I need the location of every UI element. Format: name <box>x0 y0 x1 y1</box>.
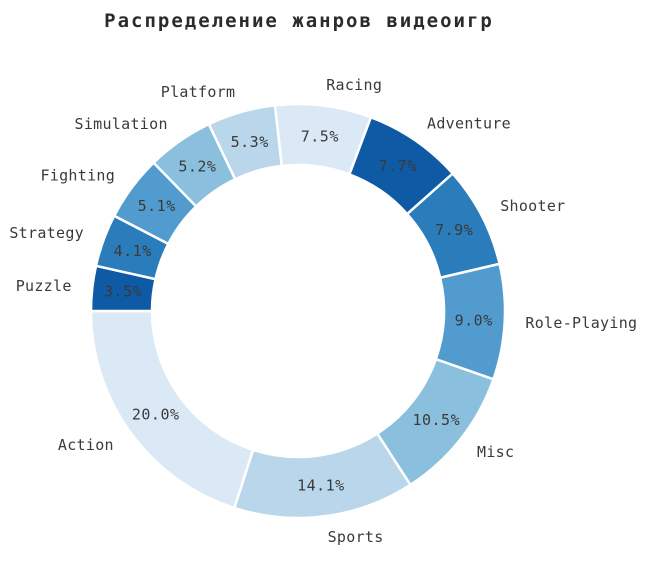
pct-labels-group: 7.5% 7.7% 7.9% 9.0% 10.5% 14.1% 20.0% 3.5% 4.1% 5… <box>104 127 493 495</box>
pct-label-action: 20.0% <box>132 406 180 424</box>
genre-label-simulation: Simulation <box>74 115 167 133</box>
pct-label-puzzle: 3.5% <box>104 283 142 301</box>
genre-label-role-playing: Role-Playing <box>525 314 637 332</box>
genre-label-racing: Racing <box>326 76 382 94</box>
pct-label-racing: 7.5% <box>301 127 339 145</box>
genre-label-action: Action <box>58 436 114 454</box>
genre-label-fighting: Fighting <box>40 166 115 184</box>
genre-label-platform: Platform <box>161 83 236 101</box>
wedges-group <box>89 102 507 520</box>
pct-label-fighting: 5.1% <box>138 197 176 215</box>
chart-title: Распределение жанров видеоигр <box>104 10 494 32</box>
pct-label-misc: 10.5% <box>412 411 460 429</box>
pct-label-strategy: 4.1% <box>114 242 152 260</box>
pct-label-adventure: 7.7% <box>379 157 417 175</box>
genre-label-sports: Sports <box>328 528 384 546</box>
pct-label-shooter: 7.9% <box>435 221 473 239</box>
pct-label-sports: 14.1% <box>297 477 345 495</box>
wedge-platform <box>207 104 283 181</box>
genre-labels-group: Racing Adventure Shooter Role-Playing Misc Sp… <box>9 76 637 546</box>
pct-label-platform: 5.3% <box>231 133 269 151</box>
genre-label-shooter: Shooter <box>500 197 565 215</box>
genre-label-misc: Misc <box>477 443 514 461</box>
pct-label-simulation: 5.2% <box>178 158 216 176</box>
pct-label-role-playing: 9.0% <box>455 311 493 329</box>
genre-label-strategy: Strategy <box>9 224 84 242</box>
genre-label-puzzle: Puzzle <box>16 277 72 295</box>
genre-label-adventure: Adventure <box>427 114 511 132</box>
